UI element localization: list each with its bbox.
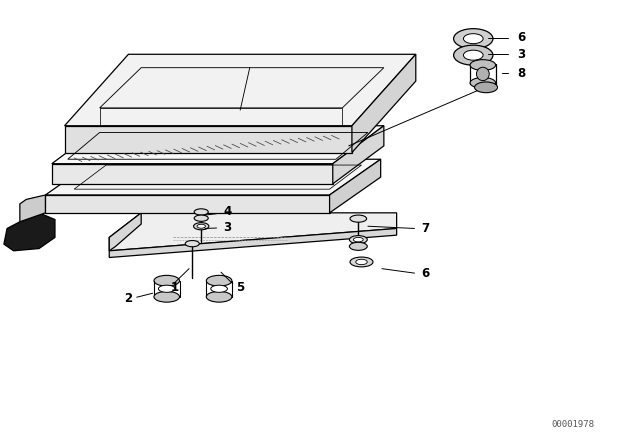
- Ellipse shape: [154, 292, 179, 302]
- Text: 6: 6: [421, 267, 429, 280]
- Text: 3: 3: [517, 48, 525, 61]
- Ellipse shape: [474, 82, 497, 93]
- Ellipse shape: [194, 215, 208, 221]
- Text: 5: 5: [236, 281, 244, 294]
- Text: 2: 2: [124, 292, 132, 305]
- Polygon shape: [352, 54, 416, 152]
- Polygon shape: [65, 126, 352, 152]
- Polygon shape: [45, 195, 330, 213]
- Polygon shape: [52, 164, 333, 184]
- Ellipse shape: [193, 223, 209, 230]
- Text: 00001978: 00001978: [552, 420, 595, 430]
- Ellipse shape: [159, 285, 175, 293]
- Text: 4: 4: [223, 206, 232, 219]
- Ellipse shape: [154, 276, 179, 286]
- Ellipse shape: [470, 78, 495, 88]
- Text: 6: 6: [517, 31, 525, 44]
- Ellipse shape: [185, 241, 199, 247]
- Ellipse shape: [206, 276, 232, 286]
- Ellipse shape: [194, 209, 208, 215]
- Ellipse shape: [353, 237, 364, 242]
- Ellipse shape: [463, 50, 483, 60]
- Polygon shape: [52, 126, 384, 164]
- Ellipse shape: [470, 60, 495, 70]
- Ellipse shape: [454, 29, 493, 49]
- Ellipse shape: [349, 236, 367, 244]
- Text: 1: 1: [170, 281, 179, 294]
- Ellipse shape: [197, 224, 205, 228]
- Ellipse shape: [206, 292, 232, 302]
- Polygon shape: [109, 213, 141, 251]
- Text: 8: 8: [517, 67, 525, 80]
- Ellipse shape: [211, 285, 227, 293]
- Polygon shape: [20, 195, 45, 222]
- Text: 7: 7: [421, 222, 429, 235]
- Ellipse shape: [350, 257, 373, 267]
- Polygon shape: [4, 213, 55, 251]
- Polygon shape: [330, 159, 381, 213]
- Ellipse shape: [349, 242, 367, 250]
- Text: 3: 3: [223, 221, 232, 234]
- Ellipse shape: [454, 45, 493, 65]
- Polygon shape: [65, 54, 416, 126]
- Ellipse shape: [350, 215, 367, 222]
- Polygon shape: [109, 213, 397, 251]
- Polygon shape: [109, 228, 397, 258]
- Ellipse shape: [356, 259, 367, 265]
- Ellipse shape: [476, 67, 489, 81]
- Polygon shape: [45, 159, 381, 195]
- Ellipse shape: [463, 34, 483, 43]
- Polygon shape: [333, 126, 384, 184]
